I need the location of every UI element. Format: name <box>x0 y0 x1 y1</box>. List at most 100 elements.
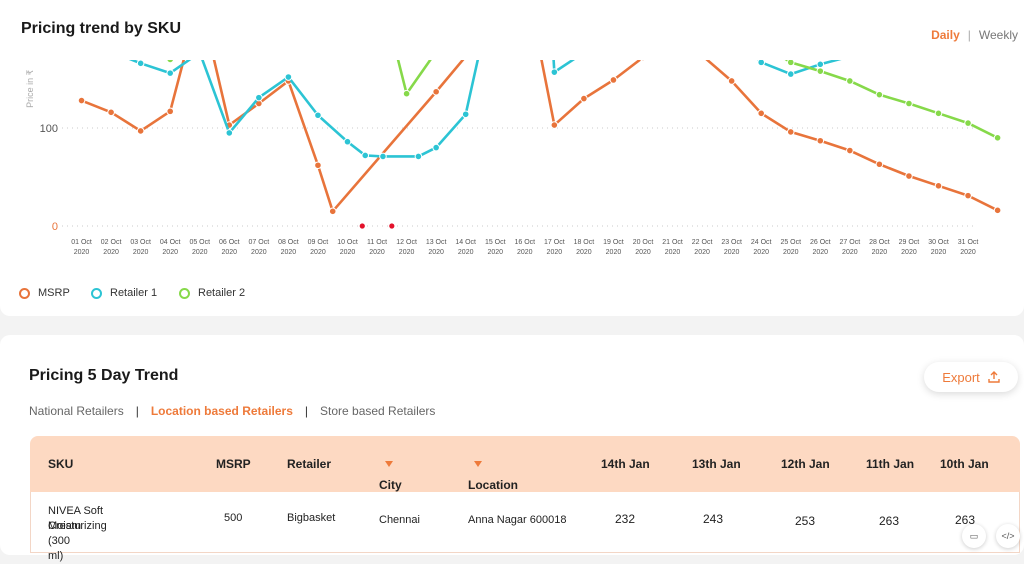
x-tick-label-year: 2020 <box>606 249 622 256</box>
data-point[interactable] <box>461 110 470 119</box>
x-tick-label: 14 Oct <box>455 239 476 246</box>
data-point[interactable] <box>166 107 174 116</box>
x-tick-label-year: 2020 <box>251 249 267 256</box>
x-tick-label-year: 2020 <box>576 249 592 256</box>
x-tick-label-year: 2020 <box>133 249 149 256</box>
legend-msrp[interactable]: MSRP <box>19 287 70 299</box>
data-point[interactable] <box>314 111 322 120</box>
data-point[interactable] <box>343 137 352 146</box>
x-tick-label: 21 Oct <box>662 239 683 246</box>
data-point[interactable] <box>432 87 440 96</box>
x-tick-label: 24 Oct <box>751 239 772 246</box>
cell-msrp: 500 <box>224 512 243 524</box>
upload-icon <box>988 371 1000 383</box>
data-point[interactable] <box>816 67 825 75</box>
x-tick-label: 02 Oct <box>101 239 122 246</box>
x-tick-label-year: 2020 <box>162 249 178 256</box>
tab-store-based-retailers[interactable]: Store based Retailers <box>320 404 436 418</box>
x-tick-label: 01 Oct <box>71 239 92 246</box>
x-tick-label: 09 Oct <box>308 239 329 246</box>
weekly-toggle[interactable]: Weekly <box>978 28 1018 42</box>
data-point[interactable] <box>816 60 825 69</box>
data-point[interactable] <box>964 119 972 127</box>
data-point[interactable] <box>964 191 972 200</box>
x-tick-label-year: 2020 <box>103 249 119 256</box>
filter-icon[interactable] <box>385 461 393 467</box>
data-point[interactable] <box>786 70 795 78</box>
data-point[interactable] <box>379 152 387 161</box>
x-tick-label: 05 Oct <box>189 239 210 246</box>
data-point[interactable] <box>402 89 411 98</box>
y-tick-label: 100 <box>40 123 58 135</box>
data-point[interactable] <box>314 161 322 170</box>
cell-city: Chennai <box>379 514 420 526</box>
data-point[interactable] <box>136 60 145 68</box>
x-tick-label-year: 2020 <box>487 249 503 256</box>
data-point[interactable] <box>846 146 854 155</box>
x-tick-label-year: 2020 <box>665 249 681 256</box>
export-button[interactable]: Export <box>924 362 1018 392</box>
data-point[interactable] <box>640 60 647 62</box>
x-tick-label-year: 2020 <box>281 249 297 256</box>
data-point[interactable] <box>166 69 174 77</box>
trend-table: SKU MSRP Retailer City Location 14th Jan… <box>30 436 1020 562</box>
col-13-jan: 13th Jan <box>692 457 741 471</box>
tab-location-based-retailers[interactable]: Location based Retailers <box>150 404 293 418</box>
data-point[interactable] <box>414 152 423 161</box>
filter-icon[interactable] <box>474 461 482 467</box>
data-point[interactable] <box>757 109 766 118</box>
data-point[interactable] <box>136 127 145 135</box>
y-tick-label: 0 <box>52 221 58 233</box>
data-point[interactable] <box>816 136 825 145</box>
data-point[interactable] <box>432 143 440 152</box>
series-line-msrp <box>81 60 999 213</box>
data-point[interactable] <box>255 93 263 102</box>
period-toggle: Daily | Weekly <box>931 28 1018 42</box>
data-point[interactable] <box>609 76 618 84</box>
legend-retailer-2[interactable]: Retailer 2 <box>179 287 245 299</box>
data-point[interactable] <box>905 99 913 108</box>
data-point[interactable] <box>993 134 1002 142</box>
data-point[interactable] <box>580 94 588 103</box>
data-point[interactable] <box>786 60 795 67</box>
legend-label: Retailer 1 <box>110 287 158 299</box>
data-point[interactable] <box>550 121 559 129</box>
col-location[interactable]: Location <box>468 457 518 492</box>
data-point[interactable] <box>77 96 86 105</box>
x-tick-label-year: 2020 <box>399 249 415 256</box>
data-point[interactable] <box>846 77 854 85</box>
data-point[interactable] <box>875 160 884 169</box>
code-icon[interactable]: </> <box>996 524 1020 548</box>
data-point[interactable] <box>934 109 943 118</box>
data-point[interactable] <box>284 73 293 81</box>
data-point[interactable] <box>934 182 943 190</box>
series-line-retailer-2 <box>168 60 999 139</box>
data-point[interactable] <box>993 206 1002 215</box>
data-point[interactable] <box>328 207 337 216</box>
x-tick-label-year: 2020 <box>428 249 444 256</box>
legend-retailer-1[interactable]: Retailer 1 <box>91 287 157 299</box>
data-point[interactable] <box>107 108 115 117</box>
col-msrp: MSRP <box>216 457 251 471</box>
col-11-jan: 11th Jan <box>866 457 915 471</box>
data-point[interactable] <box>786 128 795 136</box>
x-tick-label: 22 Oct <box>692 239 713 246</box>
sku-line-1: NIVEA Soft Moisturizing <box>48 505 107 532</box>
data-point[interactable] <box>361 151 370 160</box>
col-city[interactable]: City <box>379 457 402 492</box>
comment-icon[interactable]: ▭ <box>962 524 986 548</box>
daily-toggle[interactable]: Daily <box>931 28 960 42</box>
x-tick-label: 25 Oct <box>780 239 801 246</box>
x-tick-label: 30 Oct <box>928 239 949 246</box>
x-tick-label: 04 Oct <box>160 239 181 246</box>
data-point[interactable] <box>905 172 913 180</box>
tab-national-retailers[interactable]: National Retailers <box>29 404 124 418</box>
data-point[interactable] <box>166 60 174 64</box>
data-point[interactable] <box>550 68 559 76</box>
legend-dot <box>19 287 30 299</box>
x-tick-label: 12 Oct <box>396 239 417 246</box>
data-point[interactable] <box>757 60 765 67</box>
data-point[interactable] <box>727 77 736 85</box>
data-point[interactable] <box>225 129 234 137</box>
data-point[interactable] <box>875 90 884 99</box>
